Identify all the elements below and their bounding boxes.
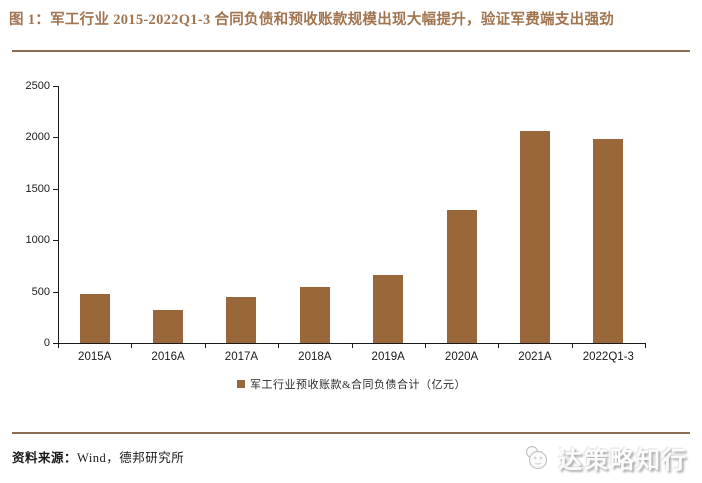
x-axis-tick-label: 2019A [371, 351, 405, 363]
x-axis-tick-label: 2018A [298, 351, 332, 363]
brand-logo-text: 达策略知行 [558, 448, 688, 474]
x-axis-tick-label: 2015A [78, 351, 112, 363]
y-axis-tick [53, 86, 58, 87]
x-axis-tick [351, 344, 353, 348]
y-axis-tick-label: 1500 [25, 182, 50, 195]
legend-label: 军工行业预收账款&合同负债合计（亿元） [249, 379, 467, 391]
y-axis-tick-label: 500 [31, 285, 50, 298]
x-axis-tick [498, 344, 500, 348]
x-axis-tick-label: 2021A [518, 351, 552, 363]
bar-2016A [153, 310, 184, 343]
y-axis-tick-label: 0 [43, 337, 50, 349]
footer-divider [12, 432, 690, 434]
title-divider [12, 50, 690, 52]
source-note: 资料来源：Wind，德邦研究所 [12, 447, 184, 466]
x-axis-tick-label: 2017A [224, 351, 259, 363]
y-axis-tick-label: 1000 [25, 234, 50, 247]
x-axis-tick-label: 2020A [444, 351, 479, 363]
y-axis-tick-label: 2000 [25, 131, 50, 144]
plot-area [58, 86, 646, 344]
x-axis-tick [424, 344, 426, 348]
legend-marker [236, 380, 245, 388]
x-axis-tick [278, 344, 280, 348]
bar-2022Q1-3 [593, 138, 624, 343]
y-axis-tick [53, 291, 58, 293]
bar-2015A [79, 294, 110, 343]
bar-2019A [373, 274, 404, 343]
brand-logo: 达策略知行 [522, 440, 688, 475]
x-axis-tick-label: 2022Q1-3 [582, 351, 634, 363]
x-axis-tick [571, 344, 573, 348]
bar-2017A [226, 296, 257, 343]
x-axis-tick-label: 2016A [151, 351, 185, 363]
x-axis-tick [204, 344, 206, 348]
x-axis-tick [645, 344, 646, 348]
x-axis-tick [58, 344, 59, 348]
chart-legend: 军工行业预收账款&合同负债合计（亿元） [58, 376, 645, 392]
bar-2021A [519, 131, 550, 343]
figure-title: 图 1：军工行业 2015-2022Q1-3 合同负债和预收账款规模出现大幅提升… [9, 12, 615, 28]
y-axis-tick [53, 240, 58, 242]
bar-2018A [299, 286, 330, 343]
bar-chart: 军工行业预收账款&合同负债合计（亿元） 0 500 1000 1500 2000 2500… [25, 80, 646, 392]
source-text: Wind，德邦研究所 [77, 451, 185, 465]
panda-logo-icon [522, 445, 552, 471]
x-axis-tick [131, 344, 133, 348]
source-label: 资料来源： [12, 451, 78, 465]
y-axis-tick [53, 188, 58, 190]
y-axis-tick [53, 137, 58, 139]
y-axis-tick-label: 2500 [25, 80, 50, 92]
bar-2020A [446, 210, 477, 343]
y-axis-tick [53, 343, 58, 344]
